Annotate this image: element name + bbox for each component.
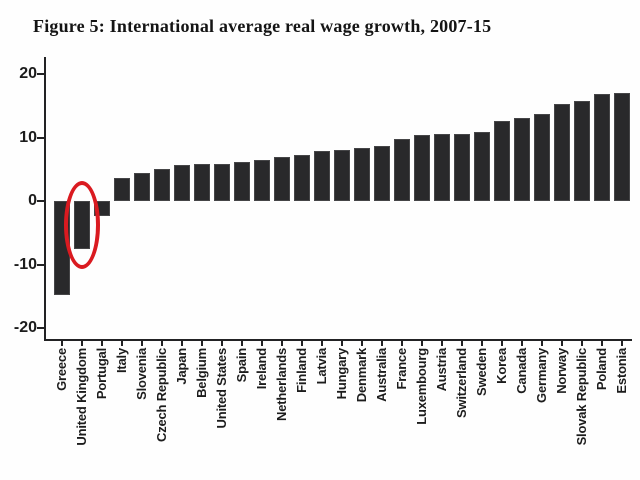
bar-belgium xyxy=(194,164,210,201)
x-tick-hungary xyxy=(341,339,343,346)
y-tick-label-10: 10 xyxy=(19,128,37,146)
x-tick-united-kingdom xyxy=(81,339,83,346)
x-tick-latvia xyxy=(321,339,323,346)
x-label-switzerland: Switzerland xyxy=(454,348,469,419)
bar-czech-republic xyxy=(154,169,170,201)
x-tick-japan xyxy=(181,339,183,346)
bar-united-states xyxy=(214,163,230,201)
x-label-netherlands: Netherlands xyxy=(274,348,289,421)
x-label-greece: Greece xyxy=(54,348,69,391)
x-tick-denmark xyxy=(361,339,363,346)
x-tick-greece xyxy=(61,339,63,346)
x-label-finland: Finland xyxy=(294,348,309,393)
x-label-france: France xyxy=(394,348,409,390)
bar-luxembourg xyxy=(414,134,430,201)
x-label-hungary: Hungary xyxy=(334,348,349,400)
x-label-korea: Korea xyxy=(494,348,509,384)
x-tick-norway xyxy=(561,339,563,346)
bar-austria xyxy=(434,134,450,201)
bar-hungary xyxy=(334,149,350,201)
bar-ireland xyxy=(254,159,270,201)
x-label-latvia: Latvia xyxy=(314,348,329,385)
x-tick-switzerland xyxy=(461,339,463,346)
y-tick-10 xyxy=(37,136,44,139)
bar-korea xyxy=(494,120,510,201)
y-tick-0 xyxy=(37,200,44,202)
x-tick-estonia xyxy=(621,339,623,346)
bar-slovenia xyxy=(134,173,150,201)
x-axis-line xyxy=(44,339,632,341)
x-tick-finland xyxy=(301,339,303,346)
x-tick-canada xyxy=(521,339,523,346)
x-label-germany: Germany xyxy=(534,348,549,403)
x-label-united-states: United States xyxy=(214,348,229,429)
x-tick-australia xyxy=(381,339,383,346)
bar-italy xyxy=(114,178,130,201)
x-tick-slovak-republic xyxy=(581,339,583,346)
bar-switzerland xyxy=(454,134,470,201)
x-tick-netherlands xyxy=(281,339,283,346)
highlight-ellipse xyxy=(64,181,100,269)
x-label-slovak-republic: Slovak Republic xyxy=(574,348,589,446)
x-label-australia: Australia xyxy=(374,348,389,402)
y-tick-20 xyxy=(37,73,44,75)
x-label-united-kingdom: United Kingdom xyxy=(74,348,89,446)
bar-germany xyxy=(534,114,550,201)
y-axis-line xyxy=(44,57,46,340)
x-tick-portugal xyxy=(101,339,103,346)
bar-netherlands xyxy=(274,156,290,201)
bar-norway xyxy=(554,103,570,201)
x-label-estonia: Estonia xyxy=(614,348,629,394)
bar-slovak-republic xyxy=(574,100,590,201)
x-tick-belgium xyxy=(201,339,203,346)
x-label-italy: Italy xyxy=(114,348,129,374)
bar-poland xyxy=(594,94,610,201)
x-tick-poland xyxy=(601,339,603,346)
x-label-sweden: Sweden xyxy=(474,348,489,396)
bar-canada xyxy=(514,117,530,201)
x-tick-spain xyxy=(241,339,243,346)
x-tick-sweden xyxy=(481,339,483,346)
x-label-denmark: Denmark xyxy=(354,348,369,403)
x-label-norway: Norway xyxy=(554,348,569,394)
x-tick-germany xyxy=(541,339,543,346)
x-tick-slovenia xyxy=(141,339,143,346)
x-tick-czech-republic xyxy=(161,339,163,346)
x-tick-united-states xyxy=(221,339,223,346)
bar-japan xyxy=(174,165,190,201)
figure-title: Figure 5: International average real wag… xyxy=(33,16,492,36)
bar-denmark xyxy=(354,148,370,201)
y-tick-label--20: -20 xyxy=(13,319,37,336)
bar-australia xyxy=(374,145,390,201)
y-tick-label--10: -10 xyxy=(13,255,37,273)
bar-finland xyxy=(294,154,310,201)
x-tick-austria xyxy=(441,339,443,346)
bar-latvia xyxy=(314,150,330,201)
x-tick-korea xyxy=(501,339,503,346)
y-tick--10 xyxy=(37,263,44,266)
x-tick-luxembourg xyxy=(421,339,423,346)
y-tick-label-20: 20 xyxy=(19,65,37,82)
x-label-czech-republic: Czech Republic xyxy=(154,348,169,442)
x-label-spain: Spain xyxy=(234,348,249,383)
y-tick--20 xyxy=(37,327,44,329)
x-tick-france xyxy=(401,339,403,346)
x-label-canada: Canada xyxy=(514,348,529,394)
x-label-luxembourg: Luxembourg xyxy=(414,348,429,425)
bar-spain xyxy=(234,162,250,201)
bar-sweden xyxy=(474,132,490,201)
x-label-slovenia: Slovenia xyxy=(134,348,149,400)
x-label-japan: Japan xyxy=(174,348,189,385)
y-tick-label-0: 0 xyxy=(28,192,37,209)
x-label-portugal: Portugal xyxy=(94,348,109,400)
x-label-belgium: Belgium xyxy=(194,348,209,398)
x-label-austria: Austria xyxy=(434,348,449,392)
bar-france xyxy=(394,138,410,201)
x-label-ireland: Ireland xyxy=(254,348,269,390)
x-label-poland: Poland xyxy=(594,348,609,391)
bar-estonia xyxy=(614,93,630,201)
x-tick-ireland xyxy=(261,339,263,346)
x-tick-italy xyxy=(121,339,123,346)
